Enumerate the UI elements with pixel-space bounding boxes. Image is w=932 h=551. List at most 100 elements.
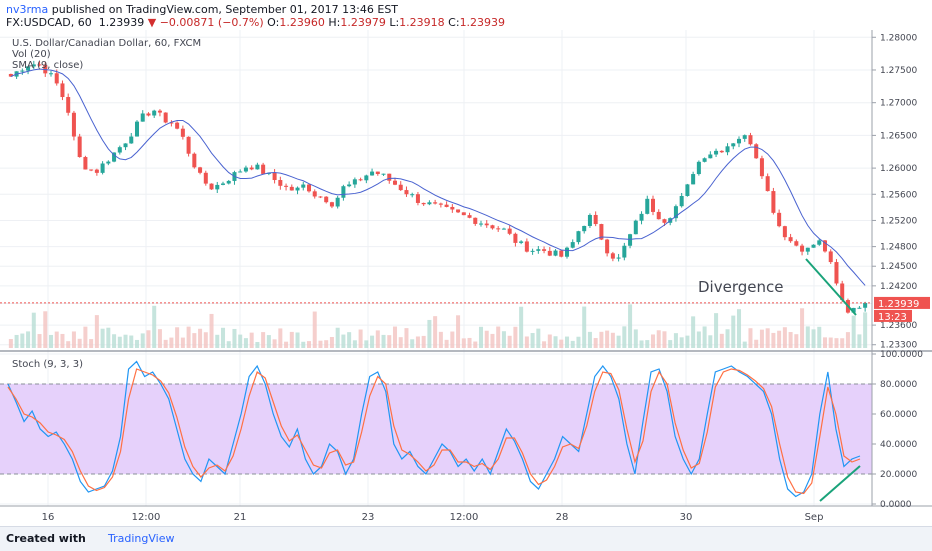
volume-bar (547, 334, 552, 348)
candle-body (226, 180, 231, 184)
price-axis-label: 1.23300 (880, 341, 917, 351)
price-axis-label: 1.25200 (880, 216, 917, 226)
high-value: 1.23979 (340, 16, 386, 29)
candle-body (180, 128, 185, 137)
volume-bar (26, 331, 31, 348)
candle-body (645, 198, 650, 214)
candle-body (748, 135, 753, 145)
volume-bar (48, 334, 54, 348)
price-axis-label: 1.24500 (880, 262, 917, 272)
volume-bar (771, 332, 776, 348)
stoch-axis-label: 40.0000 (880, 440, 917, 450)
volume-bar (146, 330, 151, 348)
volume-bar (71, 331, 76, 348)
candle-body (123, 143, 128, 148)
volume-bar (616, 335, 621, 348)
candle-body (840, 283, 845, 301)
volume-bar (387, 335, 392, 348)
candle-body (759, 158, 764, 177)
candle-body (524, 241, 529, 252)
volume-bar (559, 339, 564, 348)
candle-body (662, 219, 667, 223)
candle-body (811, 244, 816, 248)
time-axis-label: 16 (42, 512, 55, 523)
candle-body (387, 173, 392, 181)
volume-bar (742, 341, 747, 348)
volume-bar (450, 331, 455, 348)
candle-body (117, 147, 122, 153)
candle-body (450, 206, 455, 210)
candle-body (702, 158, 707, 162)
volume-bar (662, 331, 667, 348)
volume-bar (83, 326, 88, 348)
volume-bar (714, 313, 719, 348)
candle-body (306, 184, 312, 192)
volume-bar (421, 335, 426, 348)
candle-body (519, 241, 524, 243)
volume-bar (719, 333, 724, 348)
candle-body (782, 226, 787, 238)
candle-body (146, 113, 151, 116)
candle-body (599, 224, 604, 240)
volume-bar (175, 327, 180, 348)
author-link[interactable]: nv3rma (6, 3, 49, 16)
volume-bar (834, 338, 839, 348)
price-axis-label: 1.28000 (880, 33, 917, 43)
time-axis-label: 30 (680, 512, 693, 523)
volume-bar (656, 330, 661, 348)
volume-bar (370, 335, 375, 348)
candle-body (771, 191, 776, 213)
stoch-axis-label: 20.0000 (880, 470, 917, 480)
candle-body (593, 214, 598, 225)
volume-bar (564, 336, 570, 348)
candle-body (289, 186, 294, 191)
volume-bar (702, 326, 707, 348)
volume-bar (794, 334, 799, 348)
candle-body (301, 184, 306, 188)
volume-bar (255, 341, 260, 348)
ohlc-line: FX:USDCAD, 60 1.23939 ▼ −0.00871 (−0.7%)… (6, 16, 505, 29)
candle-body (243, 167, 248, 172)
volume-bar (679, 337, 684, 348)
volume-bar (782, 327, 787, 348)
volume-bar (8, 339, 13, 348)
volume-bar (169, 337, 174, 348)
volume-bar (811, 329, 816, 348)
volume-bar (243, 338, 248, 348)
volume-bar (828, 337, 833, 348)
volume-bar (140, 333, 145, 348)
candle-body (238, 171, 243, 173)
candle-body (501, 228, 506, 230)
volume-bar (352, 340, 357, 348)
volume-bar (582, 306, 587, 348)
candle-body (805, 247, 810, 252)
volume-bar (845, 332, 850, 348)
candle-body (542, 249, 547, 251)
candle-body (341, 186, 346, 198)
candle-body (192, 153, 197, 168)
candle-body (318, 196, 323, 198)
candle-body (628, 234, 633, 246)
chart-title: U.S. Dollar/Canadian Dollar, 60, FXCM (12, 38, 201, 49)
volume-bar (261, 332, 266, 348)
candle-body (553, 250, 558, 256)
volume-bar (691, 316, 696, 348)
volume-bar (358, 329, 363, 348)
candle-body (392, 180, 398, 185)
volume-bar (851, 315, 856, 348)
volume-bar (192, 333, 197, 348)
candle-body (100, 163, 105, 173)
chart-canvas[interactable]: Divergence 1.28000 1.27500 1.27000 1.26500 1… (0, 30, 932, 526)
price-axis-label: 1.24200 (880, 282, 917, 292)
volume-bar (410, 339, 415, 348)
candle-body (438, 203, 443, 205)
time-axis-label: Sep (805, 512, 824, 523)
tradingview-logo-text[interactable]: TradingView (108, 532, 175, 545)
volume-bar (754, 339, 759, 348)
volume-bar (180, 337, 185, 348)
volume-bar (478, 326, 484, 348)
candle-body (639, 213, 644, 221)
volume-bar (43, 311, 48, 348)
volume-bar (673, 333, 678, 348)
volume-bar (152, 305, 157, 348)
